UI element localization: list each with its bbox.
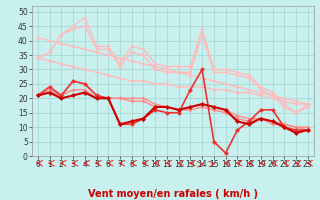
X-axis label: Vent moyen/en rafales ( km/h ): Vent moyen/en rafales ( km/h ): [88, 189, 258, 199]
